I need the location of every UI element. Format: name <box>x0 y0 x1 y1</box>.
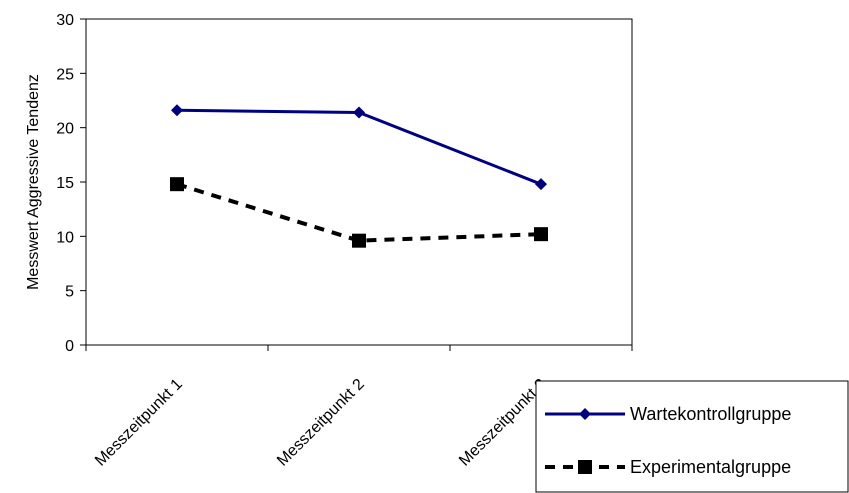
y-tick-label: 10 <box>56 229 74 246</box>
y-tick-label: 5 <box>65 284 74 301</box>
y-tick-label: 0 <box>65 338 74 355</box>
y-axis-ticks: 0 5 10 15 20 25 30 <box>56 12 86 355</box>
y-tick-label: 30 <box>56 12 74 29</box>
legend-label: Wartekontrollgruppe <box>630 404 791 424</box>
plot-area <box>85 18 633 346</box>
legend: Wartekontrollgruppe Experimentalgruppe <box>535 380 849 493</box>
y-tick-label: 20 <box>56 121 74 138</box>
data-point-wartekontrollgruppe-2 <box>353 106 365 119</box>
data-point-wartekontrollgruppe-1 <box>171 104 183 117</box>
data-point-experimentalgruppe-3 <box>534 227 548 242</box>
legend-marker-wartekontrollgruppe <box>579 408 591 420</box>
x-tick-label: Messzeitpunkt 1 <box>92 376 186 470</box>
x-tick-label: Messzeitpunkt 2 <box>274 376 368 470</box>
legend-marker-experimentalgruppe <box>578 460 592 474</box>
legend-items: Wartekontrollgruppe Experimentalgruppe <box>545 404 791 477</box>
legend-label: Experimentalgruppe <box>630 457 791 477</box>
series-line-experimentalgruppe <box>176 182 542 243</box>
series-layer <box>170 104 548 248</box>
data-point-experimentalgruppe-1 <box>170 177 184 192</box>
y-axis-label: Messwert Aggressive Tendenz <box>25 74 42 290</box>
data-point-experimentalgruppe-2 <box>352 233 366 248</box>
data-point-wartekontrollgruppe-3 <box>535 178 547 191</box>
y-tick-label: 15 <box>56 175 74 192</box>
y-tick-label: 25 <box>56 66 74 83</box>
